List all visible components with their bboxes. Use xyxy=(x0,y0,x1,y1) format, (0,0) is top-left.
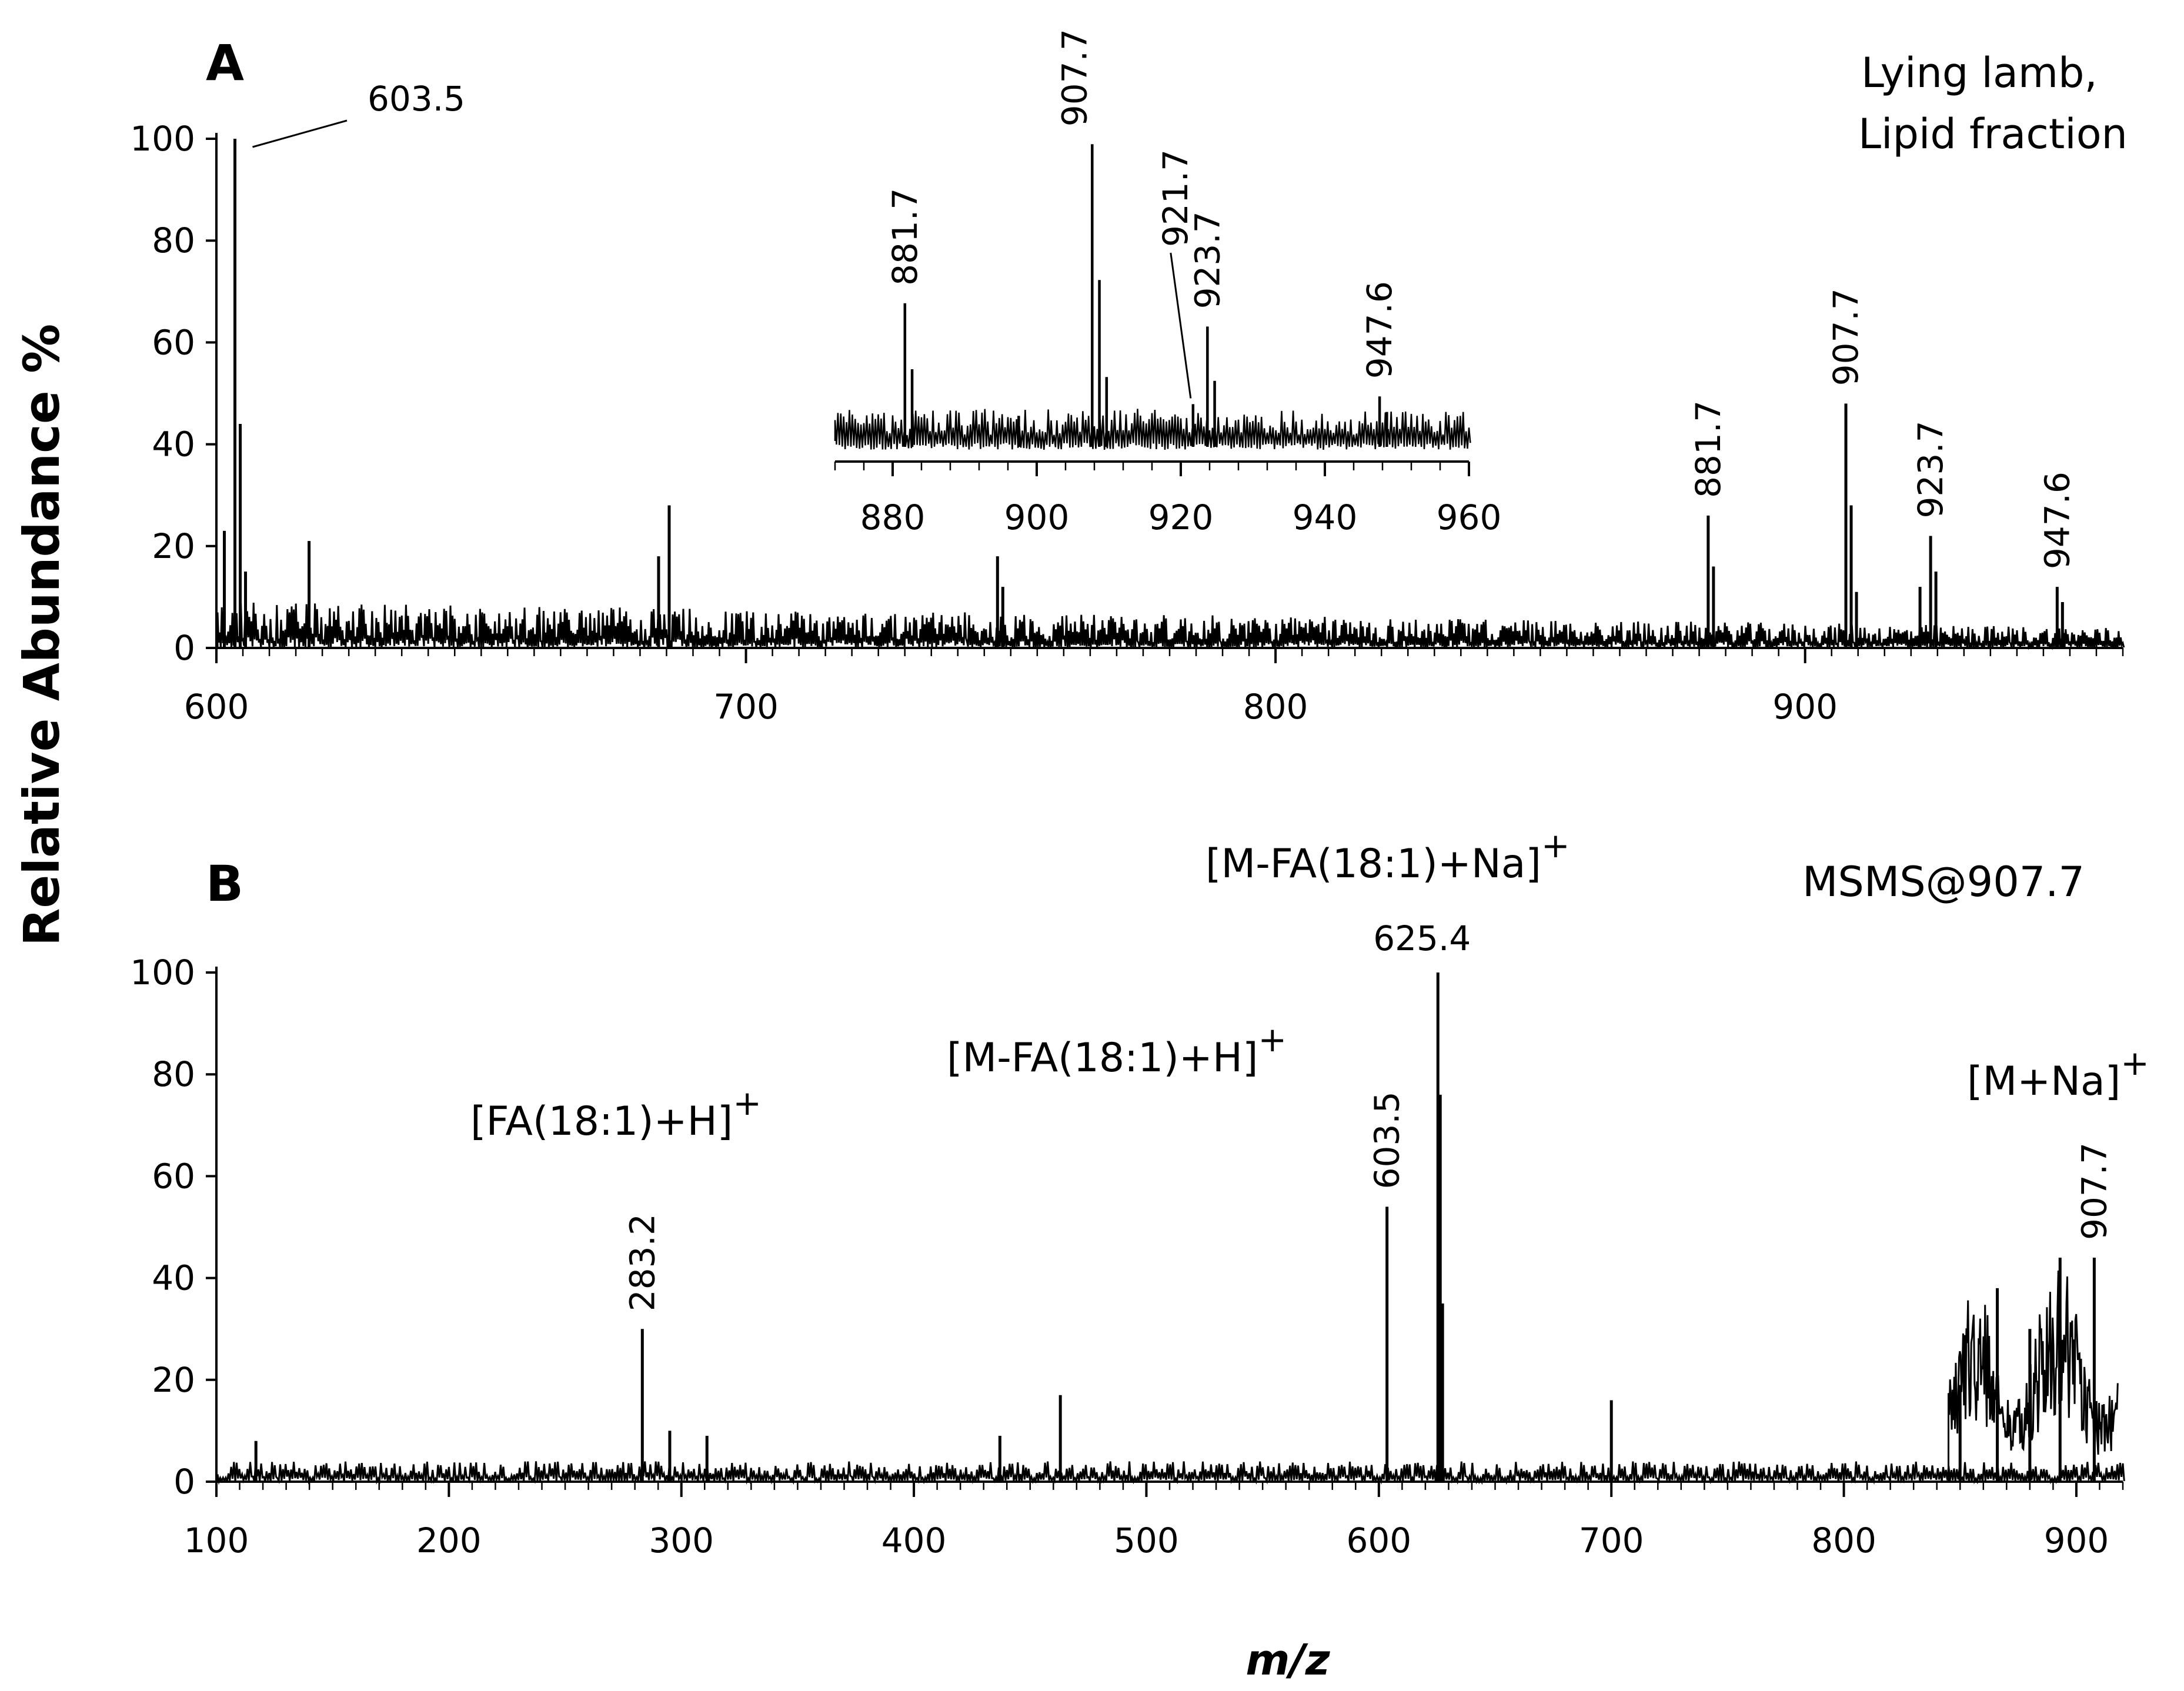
inset-peak-label: 947.6 xyxy=(1360,281,1400,379)
panel-a-note-line-2: Lipid fraction xyxy=(1858,110,2128,158)
x-tick-label: 500 xyxy=(1114,1520,1179,1560)
x-tick-label: 900 xyxy=(1772,687,1838,727)
panel-a-plot: 0 20 40 60 80 100 600 700 800 900 603.5 881.7 907.7 9… xyxy=(130,79,2125,727)
inset-x-tick-label: 900 xyxy=(1004,497,1070,537)
inset-x-tick-label: 940 xyxy=(1293,497,1358,537)
y-tick-label: 100 xyxy=(130,119,195,159)
inset-x-tick-label: 920 xyxy=(1148,497,1214,537)
ion-charge-superscript: + xyxy=(1258,1020,1287,1060)
ion-charge-superscript: + xyxy=(2120,1043,2149,1083)
panel-b-letter: B xyxy=(206,855,243,913)
y-tick-label: 0 xyxy=(173,628,195,668)
ion-charge-superscript: + xyxy=(733,1083,762,1123)
peak-label: 923.7 xyxy=(1911,420,1951,518)
x-tick-label: 100 xyxy=(184,1520,249,1560)
x-axis-label: m/z xyxy=(1245,1635,1330,1685)
y-tick-label: 80 xyxy=(152,220,195,260)
panel-a-letter: A xyxy=(206,34,244,92)
y-tick-label: 100 xyxy=(130,953,195,992)
peak-label: 283.2 xyxy=(622,1214,662,1311)
x-tick-label: 900 xyxy=(2044,1520,2109,1560)
inset-peak-label: 907.7 xyxy=(1054,29,1094,126)
y-tick-label: 60 xyxy=(152,322,195,362)
panel-b: B MSMS@907.7 0 20 40 60 80 100 100 200 300 400 500… xyxy=(130,826,2149,1560)
y-tick-label: 40 xyxy=(152,425,195,464)
x-tick-label: 200 xyxy=(416,1520,482,1560)
y-axis-label: Relative Abundance % xyxy=(13,324,71,947)
ion-annotation: [M+Na]+ xyxy=(1967,1043,2149,1105)
x-tick-label: 800 xyxy=(1243,687,1308,727)
peak-label: 907.7 xyxy=(1826,288,1866,386)
inset-x-tick-label: 960 xyxy=(1437,497,1502,537)
peak-leader-line xyxy=(252,119,348,148)
inset-peak-label: 921.7 xyxy=(1156,149,1195,247)
panel-b-plot: 0 20 40 60 80 100 100 200 300 400 500 600 700 800 900 2… xyxy=(130,826,2149,1560)
peak-label: 603.5 xyxy=(1367,1091,1407,1189)
peak-label: 907.7 xyxy=(2074,1142,2114,1240)
inset-peak-label: 923.7 xyxy=(1187,211,1227,309)
panel-a: A Lying lamb, Lipid fraction 0 20 40 60 80 10… xyxy=(130,29,2128,727)
ion-charge-superscript: + xyxy=(1541,826,1570,865)
panel-b-note: MSMS@907.7 xyxy=(1802,858,2085,906)
y-tick-label: 60 xyxy=(152,1156,195,1196)
x-tick-label: 600 xyxy=(1346,1520,1411,1560)
peak-label: 603.5 xyxy=(368,79,465,119)
ion-annotation: [M-FA(18:1)+H]+ xyxy=(947,1020,1287,1081)
peak-label: 947.6 xyxy=(2037,472,2077,569)
x-tick-label: 300 xyxy=(649,1520,714,1560)
inset-x-tick-label: 880 xyxy=(860,497,926,537)
x-tick-label: 700 xyxy=(1579,1520,1644,1560)
x-tick-label: 700 xyxy=(713,687,779,727)
y-tick-label: 20 xyxy=(152,526,195,566)
peak-label: 881.7 xyxy=(1688,400,1728,498)
x-tick-label: 400 xyxy=(881,1520,947,1560)
baseline-noise-trace xyxy=(216,1461,2125,1485)
precursor-cluster-trace xyxy=(1947,1270,2119,1482)
y-tick-label: 0 xyxy=(173,1462,195,1502)
ion-annotation: [FA(18:1)+H]+ xyxy=(470,1083,762,1145)
inset-leader-line xyxy=(1170,252,1192,399)
x-tick-label: 800 xyxy=(1811,1520,1876,1560)
y-tick-label: 40 xyxy=(152,1258,195,1298)
ion-annotation: [M-FA(18:1)+Na]+ xyxy=(1205,826,1570,887)
x-tick-label: 600 xyxy=(184,687,249,727)
inset-peak-label: 881.7 xyxy=(885,188,925,286)
y-tick-label: 20 xyxy=(152,1360,195,1400)
y-tick-label: 80 xyxy=(152,1054,195,1094)
panel-a-note-line-1: Lying lamb, xyxy=(1861,49,2098,97)
baseline-noise-trace xyxy=(216,603,2125,650)
inset-noise-trace xyxy=(834,409,1471,450)
peak-label: 625.4 xyxy=(1373,918,1471,958)
